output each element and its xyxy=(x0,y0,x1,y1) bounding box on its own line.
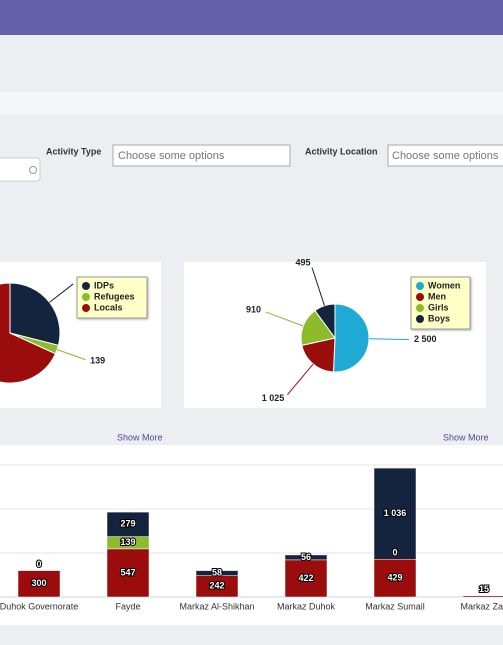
pie-slice xyxy=(314,303,336,340)
label-connector xyxy=(368,338,409,341)
x-tick-label: Duhok Governorate xyxy=(0,601,78,611)
top-bar xyxy=(0,0,503,35)
legend-swatch xyxy=(416,293,424,301)
bar xyxy=(373,558,417,598)
legend-label: Men xyxy=(428,291,446,301)
legend-label: IDPs xyxy=(94,280,114,290)
bar-chart: 300 547 242 422 429 15 0 139 0 279 58 56 1 036 Duhok … xyxy=(0,464,503,611)
data-label: 56 xyxy=(301,552,311,562)
legend-swatch xyxy=(416,315,424,323)
bar-series xyxy=(17,548,503,598)
data-label: 15 xyxy=(479,584,489,594)
filter-placeholder: Choose some options xyxy=(392,150,499,162)
data-label: 139 xyxy=(120,537,135,547)
x-tick-label: Fayde xyxy=(115,601,140,611)
bar xyxy=(284,559,328,598)
bar xyxy=(373,467,417,560)
pie-slice xyxy=(9,282,61,346)
data-label: 58 xyxy=(212,568,222,578)
label-connector xyxy=(49,283,74,303)
label-connector xyxy=(287,363,314,396)
legend-swatch xyxy=(82,304,90,312)
strip xyxy=(0,92,503,115)
legend-swatch xyxy=(82,282,90,290)
filter-placeholder: Choose some options xyxy=(118,150,225,162)
bar xyxy=(462,595,503,598)
bar xyxy=(106,511,150,537)
pie-slice xyxy=(332,303,370,373)
label-connector xyxy=(311,267,325,306)
filter-input[interactable] xyxy=(387,144,503,167)
x-tick-label: Markaz Duhok xyxy=(277,601,336,611)
legend-label: Women xyxy=(428,280,460,290)
data-label: 279 xyxy=(120,519,135,529)
select-input[interactable] xyxy=(0,157,41,182)
data-label: 300 xyxy=(31,578,46,588)
data-label: 1 036 xyxy=(384,508,407,518)
x-tick-label: Markaz Zak xyxy=(460,601,503,611)
bar xyxy=(106,548,150,598)
data-label: 547 xyxy=(120,567,135,577)
pie-slice xyxy=(0,282,57,384)
data-label: 2 500 xyxy=(414,334,437,344)
x-tick-label: Markaz Al-Shikhan xyxy=(179,601,254,611)
bar-series xyxy=(106,467,417,576)
filter-label: Activity Type xyxy=(46,146,101,156)
data-label: 910 xyxy=(246,305,261,315)
legend-swatch xyxy=(416,282,424,290)
legend-swatch xyxy=(416,304,424,312)
data-label: 422 xyxy=(298,573,313,583)
data-label: 1 025 xyxy=(262,393,285,403)
show-more[interactable]: Show More xyxy=(443,432,489,442)
legend-label: Girls xyxy=(428,302,449,312)
pie-slice xyxy=(300,309,336,347)
filter-input[interactable] xyxy=(112,144,291,167)
x-tick-label: Markaz Sumail xyxy=(365,601,425,611)
chart-card xyxy=(0,445,503,625)
label-connector xyxy=(56,349,86,361)
legend-label: Refugees xyxy=(94,291,135,301)
data-label: 495 xyxy=(295,257,310,267)
data-label: 429 xyxy=(387,572,402,582)
bar xyxy=(17,570,61,598)
select-icon xyxy=(29,166,37,174)
data-label: 0 xyxy=(36,559,41,569)
bar xyxy=(195,570,239,576)
label-connector xyxy=(265,311,304,327)
data-label: 0 xyxy=(392,548,397,558)
data-label: 242 xyxy=(209,581,224,591)
legend-label: Locals xyxy=(94,302,123,312)
legend-label: Boys xyxy=(428,313,450,323)
show-more[interactable]: Show More xyxy=(117,432,163,442)
data-label: 139 xyxy=(90,356,105,366)
filter-label: Activity Location xyxy=(305,146,378,156)
legend-swatch xyxy=(82,293,90,301)
bar xyxy=(284,554,328,561)
